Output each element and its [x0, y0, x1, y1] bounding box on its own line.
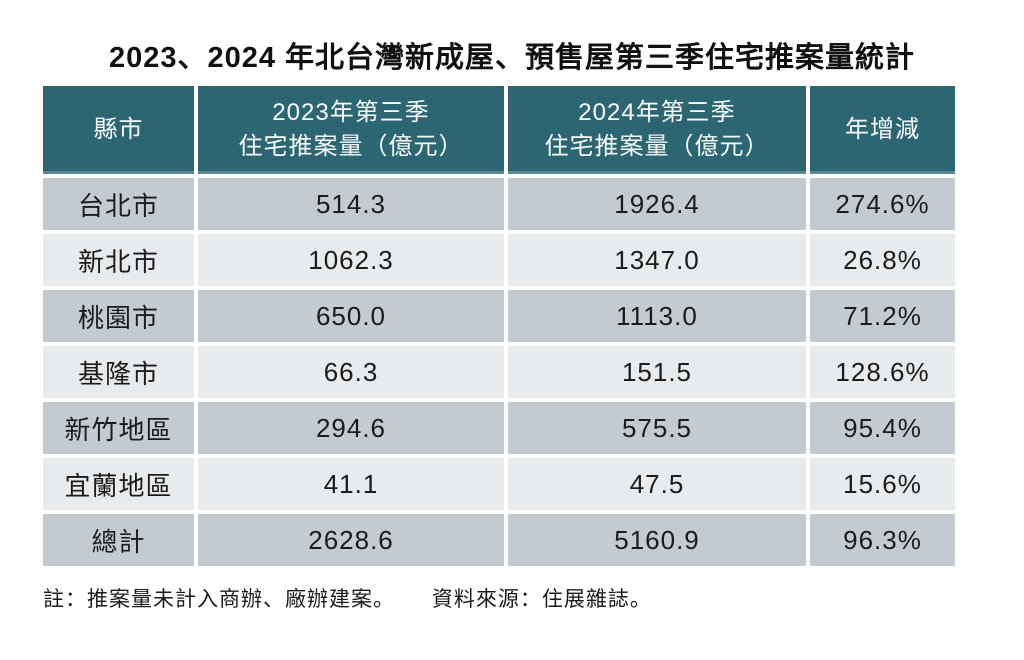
housing-stats-table: 縣市 2023年第三季 住宅推案量（億元） 2024年第三季 住宅推案量（億元）… — [39, 82, 959, 570]
table-header: 縣市 2023年第三季 住宅推案量（億元） 2024年第三季 住宅推案量（億元）… — [43, 86, 955, 175]
cell-2024-value: 47.5 — [508, 458, 806, 511]
table-row-taipei: 台北市 514.3 1926.4 274.6% — [43, 178, 955, 231]
cell-yoy-value: 95.4% — [810, 402, 955, 455]
cell-2024-value: 1347.0 — [508, 234, 806, 287]
table-row-taoyuan: 桃園市 650.0 1113.0 71.2% — [43, 290, 955, 343]
cell-2023-value: 2628.6 — [198, 514, 504, 567]
cell-yoy-value: 274.6% — [810, 178, 955, 231]
header-cell-2023-q3: 2023年第三季 住宅推案量（億元） — [198, 86, 504, 175]
cell-yoy-value: 15.6% — [810, 458, 955, 511]
footnote: 註：推案量未計入商辦、廠辦建案。 資料來源：住展雜誌。 — [43, 583, 1024, 613]
cell-2024-value: 5160.9 — [508, 514, 806, 567]
cell-2023-value: 294.6 — [198, 402, 504, 455]
cell-yoy-value: 96.3% — [810, 514, 955, 567]
cell-2023-value: 1062.3 — [198, 234, 504, 287]
cell-2023-value: 650.0 — [198, 290, 504, 343]
header-row: 縣市 2023年第三季 住宅推案量（億元） 2024年第三季 住宅推案量（億元）… — [43, 86, 955, 175]
footnote-note: 註：推案量未計入商辦、廠辦建案。 — [43, 588, 395, 612]
footnote-source: 資料來源：住展雜誌。 — [431, 588, 652, 612]
cell-city: 桃園市 — [43, 290, 194, 343]
cell-2023-value: 66.3 — [198, 346, 504, 399]
cell-yoy-value: 128.6% — [810, 346, 955, 399]
cell-2023-value: 41.1 — [198, 458, 504, 511]
table-row-total: 總計 2628.6 5160.9 96.3% — [43, 514, 955, 567]
cell-2023-value: 514.3 — [198, 178, 504, 231]
cell-city: 基隆市 — [43, 346, 194, 399]
cell-city: 新北市 — [43, 234, 194, 287]
table-body: 台北市 514.3 1926.4 274.6% 新北市 1062.3 1347.… — [43, 178, 955, 567]
table-row-keelung: 基隆市 66.3 151.5 128.6% — [43, 346, 955, 399]
cell-2024-value: 151.5 — [508, 346, 806, 399]
cell-yoy-value: 26.8% — [810, 234, 955, 287]
cell-city: 新竹地區 — [43, 402, 194, 455]
table-row-hsinchu: 新竹地區 294.6 575.5 95.4% — [43, 402, 955, 455]
header-cell-city: 縣市 — [43, 86, 194, 175]
page-title: 2023、2024 年北台灣新成屋、預售屋第三季住宅推案量統計 — [108, 42, 916, 74]
cell-2024-value: 575.5 — [508, 402, 806, 455]
cell-yoy-value: 71.2% — [810, 290, 955, 343]
table-row-new-taipei: 新北市 1062.3 1347.0 26.8% — [43, 234, 955, 287]
cell-city: 台北市 — [43, 178, 194, 231]
header-cell-yoy: 年增減 — [810, 86, 955, 175]
cell-2024-value: 1926.4 — [508, 178, 806, 231]
cell-city: 總計 — [43, 514, 194, 567]
cell-city: 宜蘭地區 — [43, 458, 194, 511]
header-cell-2024-q3: 2024年第三季 住宅推案量（億元） — [508, 86, 806, 175]
cell-2024-value: 1113.0 — [508, 290, 806, 343]
table-row-yilan: 宜蘭地區 41.1 47.5 15.6% — [43, 458, 955, 511]
